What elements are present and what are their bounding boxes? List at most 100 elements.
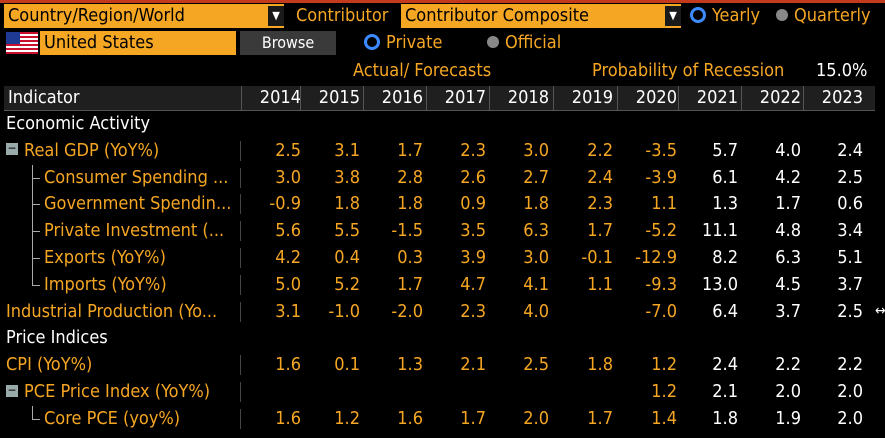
value-cell-2016[interactable]: 1.7 (397, 273, 423, 295)
year-header-2015[interactable]: 2015 (318, 87, 360, 108)
value-cell-2019[interactable]: 1.7 (587, 407, 613, 429)
value-cell-2022[interactable]: 2.2 (775, 354, 801, 376)
value-cell-2021[interactable]: 2.4 (712, 354, 738, 376)
table-row[interactable]: − PCE Price Index (YoY%) 1.2 2.1 2.0 2.0 (4, 379, 875, 405)
value-cell-2016[interactable]: 1.6 (397, 407, 423, 429)
value-cell-2017[interactable]: 2.3 (460, 139, 486, 161)
value-cell-2016[interactable]: 1.8 (397, 193, 423, 215)
value-cell-2017[interactable]: 2.3 (460, 300, 486, 322)
value-cell-2017[interactable] (426, 379, 486, 405)
value-cell-2018[interactable]: 3.0 (523, 139, 549, 161)
table-row[interactable]: Consumer Spending ... 3.0 3.8 2.8 2.6 2.7 2.4 -… (4, 165, 875, 191)
country-region-dropdown[interactable]: Country/Region/World ▼ (4, 4, 284, 28)
value-cell-2021[interactable]: 6.1 (712, 166, 738, 188)
value-cell-2017[interactable]: 0.9 (460, 193, 486, 215)
value-cell-2014[interactable]: 1.6 (275, 354, 301, 376)
value-cell-2014[interactable] (241, 379, 301, 405)
year-header-2017[interactable]: 2017 (444, 87, 486, 108)
scroll-indicator-icon[interactable]: ↔ (875, 303, 885, 319)
value-cell-2020[interactable]: -7.0 (645, 300, 677, 322)
value-cell-2014[interactable]: 3.0 (275, 166, 301, 188)
value-cell-2021[interactable]: 2.1 (712, 381, 738, 402)
value-cell-2018[interactable]: 3.0 (523, 247, 549, 268)
value-cell-2014[interactable]: 1.6 (275, 407, 301, 429)
value-cell-2016[interactable]: 0.3 (397, 247, 423, 268)
value-cell-2018[interactable]: 2.0 (523, 407, 549, 429)
table-row[interactable]: Private Investment (... 5.6 5.5 -1.5 3.5 6.3 1… (4, 218, 875, 244)
contributor-dropdown[interactable]: Contributor Composite ▼ (401, 4, 681, 28)
table-row[interactable]: − Real GDP (YoY%) 2.5 3.1 1.7 2.3 3.0 2.2 -3.5 5.… (4, 138, 875, 164)
value-cell-2019[interactable] (553, 299, 613, 325)
year-header-2019[interactable]: 2019 (571, 87, 613, 108)
value-cell-2017[interactable]: 3.5 (460, 220, 486, 242)
value-cell-2018[interactable]: 6.3 (523, 220, 549, 242)
value-cell-2019[interactable]: 2.2 (587, 139, 613, 161)
value-cell-2018[interactable]: 2.5 (523, 354, 549, 376)
value-cell-2023[interactable]: 2.4 (837, 139, 863, 161)
value-cell-2016[interactable]: -2.0 (391, 300, 423, 322)
value-cell-2022[interactable]: 4.2 (775, 166, 801, 188)
value-cell-2022[interactable]: 1.9 (775, 407, 801, 429)
quarterly-radio[interactable]: Quarterly (776, 4, 871, 28)
value-cell-2023[interactable]: 2.0 (837, 407, 863, 429)
value-cell-2017[interactable]: 3.9 (460, 247, 486, 268)
value-cell-2023[interactable]: 2.0 (837, 381, 863, 402)
table-row[interactable]: CPI (YoY%) 1.6 0.1 1.3 2.1 2.5 1.8 1.2 2.4 2.2 2.2 (4, 352, 875, 378)
value-cell-2017[interactable]: 2.6 (460, 166, 486, 188)
value-cell-2020[interactable]: -12.9 (635, 247, 677, 268)
value-cell-2019[interactable]: 2.4 (587, 166, 613, 188)
official-radio[interactable]: Official (487, 31, 561, 55)
value-cell-2014[interactable]: 3.1 (275, 300, 301, 322)
value-cell-2021[interactable]: 6.4 (712, 300, 738, 322)
value-cell-2022[interactable]: 1.7 (775, 193, 801, 215)
table-row[interactable]: Government Spendin... -0.9 1.8 1.8 0.9 1.8 2.3… (4, 191, 875, 217)
value-cell-2017[interactable]: 4.7 (460, 273, 486, 295)
value-cell-2019[interactable] (553, 379, 613, 405)
value-cell-2014[interactable]: 5.0 (275, 273, 301, 295)
value-cell-2015[interactable]: 3.1 (334, 139, 360, 161)
collapse-icon[interactable]: − (6, 382, 18, 397)
value-cell-2020[interactable]: -5.2 (645, 220, 677, 242)
value-cell-2019[interactable]: -0.1 (581, 247, 613, 268)
value-cell-2020[interactable]: -3.5 (645, 139, 677, 161)
value-cell-2016[interactable] (363, 379, 423, 405)
value-cell-2019[interactable]: 1.1 (587, 273, 613, 295)
value-cell-2014[interactable]: 4.2 (275, 247, 301, 268)
value-cell-2022[interactable]: 4.0 (775, 139, 801, 161)
value-cell-2015[interactable]: 1.2 (334, 407, 360, 429)
value-cell-2023[interactable]: 2.5 (837, 166, 863, 188)
year-header-2016[interactable]: 2016 (381, 87, 423, 108)
value-cell-2018[interactable]: 4.0 (523, 300, 549, 322)
value-cell-2018[interactable]: 1.8 (523, 193, 549, 215)
value-cell-2015[interactable]: 0.1 (334, 354, 360, 376)
value-cell-2021[interactable]: 5.7 (712, 139, 738, 161)
value-cell-2018[interactable]: 4.1 (523, 273, 549, 295)
value-cell-2020[interactable]: 1.1 (651, 193, 677, 215)
yearly-radio[interactable]: Yearly (690, 4, 760, 28)
table-row[interactable]: Core PCE (yoy%) 1.6 1.2 1.6 1.7 2.0 1.7 1.4 1.8 1… (4, 406, 875, 432)
value-cell-2015[interactable]: 5.5 (334, 220, 360, 242)
value-cell-2019[interactable]: 1.8 (587, 354, 613, 376)
chevron-down-icon[interactable]: ▼ (665, 6, 681, 26)
country-input[interactable]: United States (40, 31, 236, 55)
value-cell-2023[interactable]: 3.7 (837, 273, 863, 295)
value-cell-2023[interactable]: 3.4 (837, 220, 863, 242)
value-cell-2018[interactable]: 2.7 (523, 166, 549, 188)
value-cell-2023[interactable]: 5.1 (837, 247, 863, 268)
value-cell-2015[interactable]: 0.4 (334, 247, 360, 268)
value-cell-2014[interactable]: 5.6 (275, 220, 301, 242)
value-cell-2019[interactable]: 1.7 (587, 220, 613, 242)
private-radio[interactable]: Private (364, 31, 442, 55)
value-cell-2017[interactable]: 2.1 (460, 354, 486, 376)
value-cell-2022[interactable]: 6.3 (775, 247, 801, 268)
value-cell-2020[interactable]: -9.3 (645, 273, 677, 295)
chevron-down-icon[interactable]: ▼ (268, 6, 284, 26)
value-cell-2018[interactable] (489, 379, 549, 405)
value-cell-2016[interactable]: -1.5 (391, 220, 423, 242)
year-header-2022[interactable]: 2022 (759, 87, 801, 108)
value-cell-2023[interactable]: 2.5 (837, 300, 863, 322)
value-cell-2020[interactable]: -3.9 (645, 166, 677, 188)
value-cell-2020[interactable]: 1.4 (651, 407, 677, 429)
value-cell-2021[interactable]: 1.3 (712, 193, 738, 215)
value-cell-2021[interactable]: 1.8 (712, 407, 738, 429)
